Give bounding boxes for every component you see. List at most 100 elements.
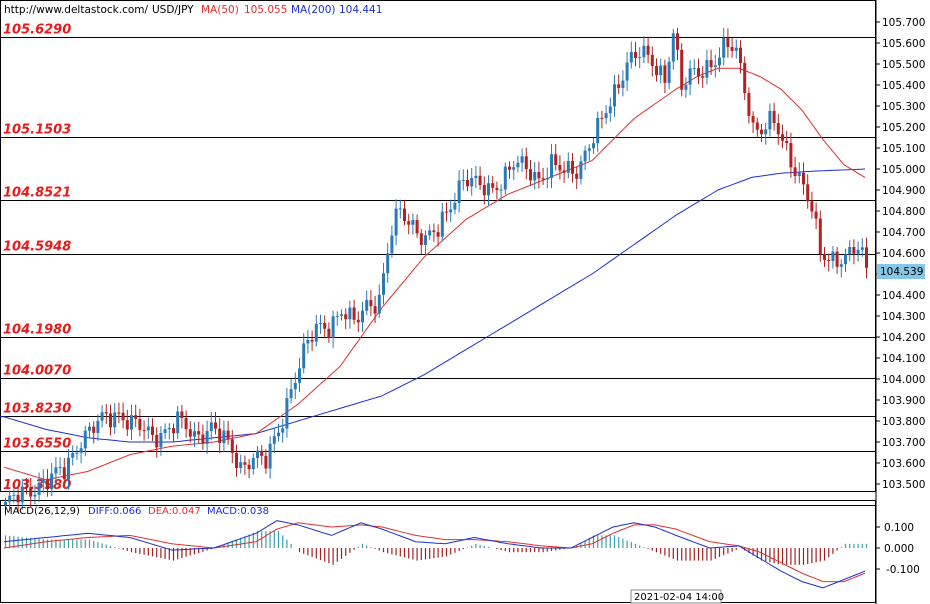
candle-body	[760, 129, 763, 135]
candle-body	[390, 235, 394, 254]
candle-body	[508, 166, 511, 170]
candle-body	[835, 251, 839, 267]
candle-body	[671, 33, 675, 62]
candle-body	[230, 439, 234, 453]
candle-body	[592, 143, 595, 149]
candle-body	[466, 179, 469, 187]
candle-body	[113, 412, 117, 428]
y-tick-label: 105.700	[882, 17, 925, 29]
level-label: 105.1503	[3, 123, 71, 138]
candle-body	[398, 208, 402, 210]
candle-body	[529, 169, 532, 181]
candle-body	[503, 166, 507, 190]
candle-body	[629, 52, 633, 63]
candle-body	[684, 84, 688, 90]
candle-body	[806, 184, 810, 202]
y-tick-label: 104.200	[882, 332, 925, 344]
candle-body	[453, 202, 457, 210]
candle-body	[730, 47, 734, 51]
candlesticks	[4, 27, 868, 516]
candle-body	[403, 208, 406, 222]
candle-body	[29, 487, 33, 497]
candle-body	[209, 422, 213, 432]
candle-body	[814, 211, 818, 219]
candle-body	[747, 93, 751, 116]
candle-body	[860, 247, 864, 250]
candle-body	[621, 80, 625, 88]
candle-body	[516, 162, 520, 168]
candle-body	[705, 60, 709, 78]
macd-diff: DIFF:0.066	[88, 506, 141, 517]
level-label: 104.1980	[3, 323, 71, 338]
candle-body	[625, 62, 629, 81]
candle-body	[600, 117, 604, 119]
y-tick-label: 105.400	[882, 80, 925, 92]
candle-body	[71, 453, 75, 458]
candle-body	[764, 129, 768, 135]
ma50-line	[3, 67, 866, 481]
candle-body	[726, 37, 730, 48]
candle-body	[163, 429, 167, 433]
candle-body	[445, 211, 448, 213]
candle-body	[680, 49, 684, 90]
candle-body	[667, 61, 671, 83]
candle-body	[344, 314, 348, 320]
candle-body	[382, 273, 385, 295]
candle-body	[789, 143, 793, 168]
candle-body	[457, 180, 461, 203]
support-resistance-levels: 105.6290 105.1503 104.8521 104.5948 104.1980…	[0, 23, 876, 506]
candle-body	[58, 467, 62, 469]
candle-body	[218, 428, 222, 444]
candle-body	[856, 249, 860, 254]
candle-body	[247, 464, 251, 470]
candle-body	[50, 473, 54, 490]
candle-body	[688, 68, 692, 85]
y-tick-label: 104.700	[882, 227, 925, 239]
candle-body	[487, 183, 490, 196]
candle-body	[335, 315, 339, 317]
candle-body	[432, 230, 436, 233]
candle-body	[298, 368, 301, 383]
candle-body	[121, 412, 125, 421]
macd-dea-line	[3, 522, 866, 583]
candle-body	[646, 45, 650, 55]
ma50-label: MA(50)	[201, 4, 239, 16]
candle-body	[109, 413, 112, 428]
time-label: 2021-02-04 14:00	[634, 592, 724, 603]
candle-body	[449, 209, 453, 213]
y-tick-label: 104.900	[882, 185, 925, 197]
y-tick-label: 103.700	[882, 437, 925, 449]
candle-body	[424, 235, 427, 245]
candle-body	[482, 185, 486, 196]
current-price-tag	[877, 264, 925, 279]
level-label: 103.3980	[3, 478, 71, 493]
candle-body	[562, 170, 566, 173]
candle-body	[491, 183, 495, 188]
candle-body	[37, 482, 41, 495]
candle-body	[260, 450, 264, 456]
candle-body	[159, 432, 163, 448]
candle-body	[709, 60, 713, 68]
candle-body	[827, 259, 831, 261]
candle-body	[12, 494, 16, 496]
candle-body	[361, 310, 364, 323]
site-url[interactable]: http://www.deltastock.com/	[4, 4, 149, 16]
candle-body	[642, 45, 646, 58]
candle-body	[697, 68, 700, 77]
candle-body	[537, 171, 541, 179]
candle-body	[575, 173, 579, 179]
candle-body	[692, 68, 696, 70]
candle-body	[499, 189, 503, 191]
candle-body	[256, 450, 259, 459]
y-tick-label: 103.900	[882, 395, 925, 407]
candle-body	[184, 417, 188, 430]
candle-body	[251, 458, 255, 470]
candle-body	[638, 57, 642, 59]
candle-body	[394, 208, 398, 236]
candle-body	[613, 84, 616, 107]
candle-body	[172, 428, 175, 434]
y-tick-label: 103.800	[882, 416, 925, 428]
candle-body	[314, 323, 318, 342]
candle-body	[331, 316, 335, 338]
